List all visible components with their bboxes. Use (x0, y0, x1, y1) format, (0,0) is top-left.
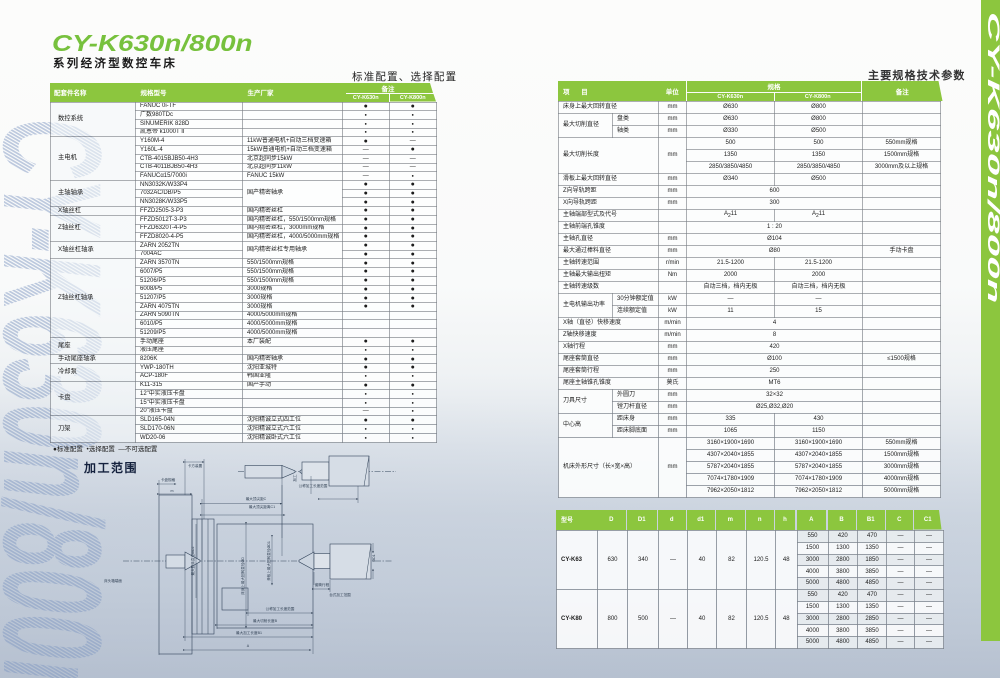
svg-text:A: A (247, 644, 250, 648)
svg-text:滑板上最大回转直径ØD1: 滑板上最大回转直径ØD1 (266, 541, 271, 581)
svg-text:加工: 加工 (292, 474, 297, 482)
svg-text:最大顶尖距离C1: 最大顶尖距离C1 (249, 504, 275, 509)
svg-text:ØD1: ØD1 (372, 554, 376, 561)
svg-text:最大切削长度B: 最大切削长度B (253, 618, 278, 623)
svg-text:最大加工长度B1: 最大加工长度B1 (236, 630, 262, 635)
svg-text:床身上最大回转直径ØD: 床身上最大回转直径ØD (240, 557, 245, 595)
svg-text:套筒行程: 套筒行程 (315, 582, 330, 587)
svg-text:m: m (171, 489, 174, 493)
svg-text:最大回转直径ØD2: 最大回转直径ØD2 (190, 547, 195, 576)
svg-text:公称加工长度范围: 公称加工长度范围 (299, 483, 328, 488)
svg-text:卡方装置: 卡方装置 (188, 463, 203, 468)
svg-text:公称加工长度范围: 公称加工长度范围 (266, 606, 295, 611)
svg-text:最大顶尖距C: 最大顶尖距C (246, 496, 267, 501)
svg-text:床头箱端面: 床头箱端面 (104, 578, 122, 583)
svg-text:台式加工范围: 台式加工范围 (329, 592, 351, 597)
svg-text:卡盘规格: 卡盘规格 (161, 477, 176, 482)
